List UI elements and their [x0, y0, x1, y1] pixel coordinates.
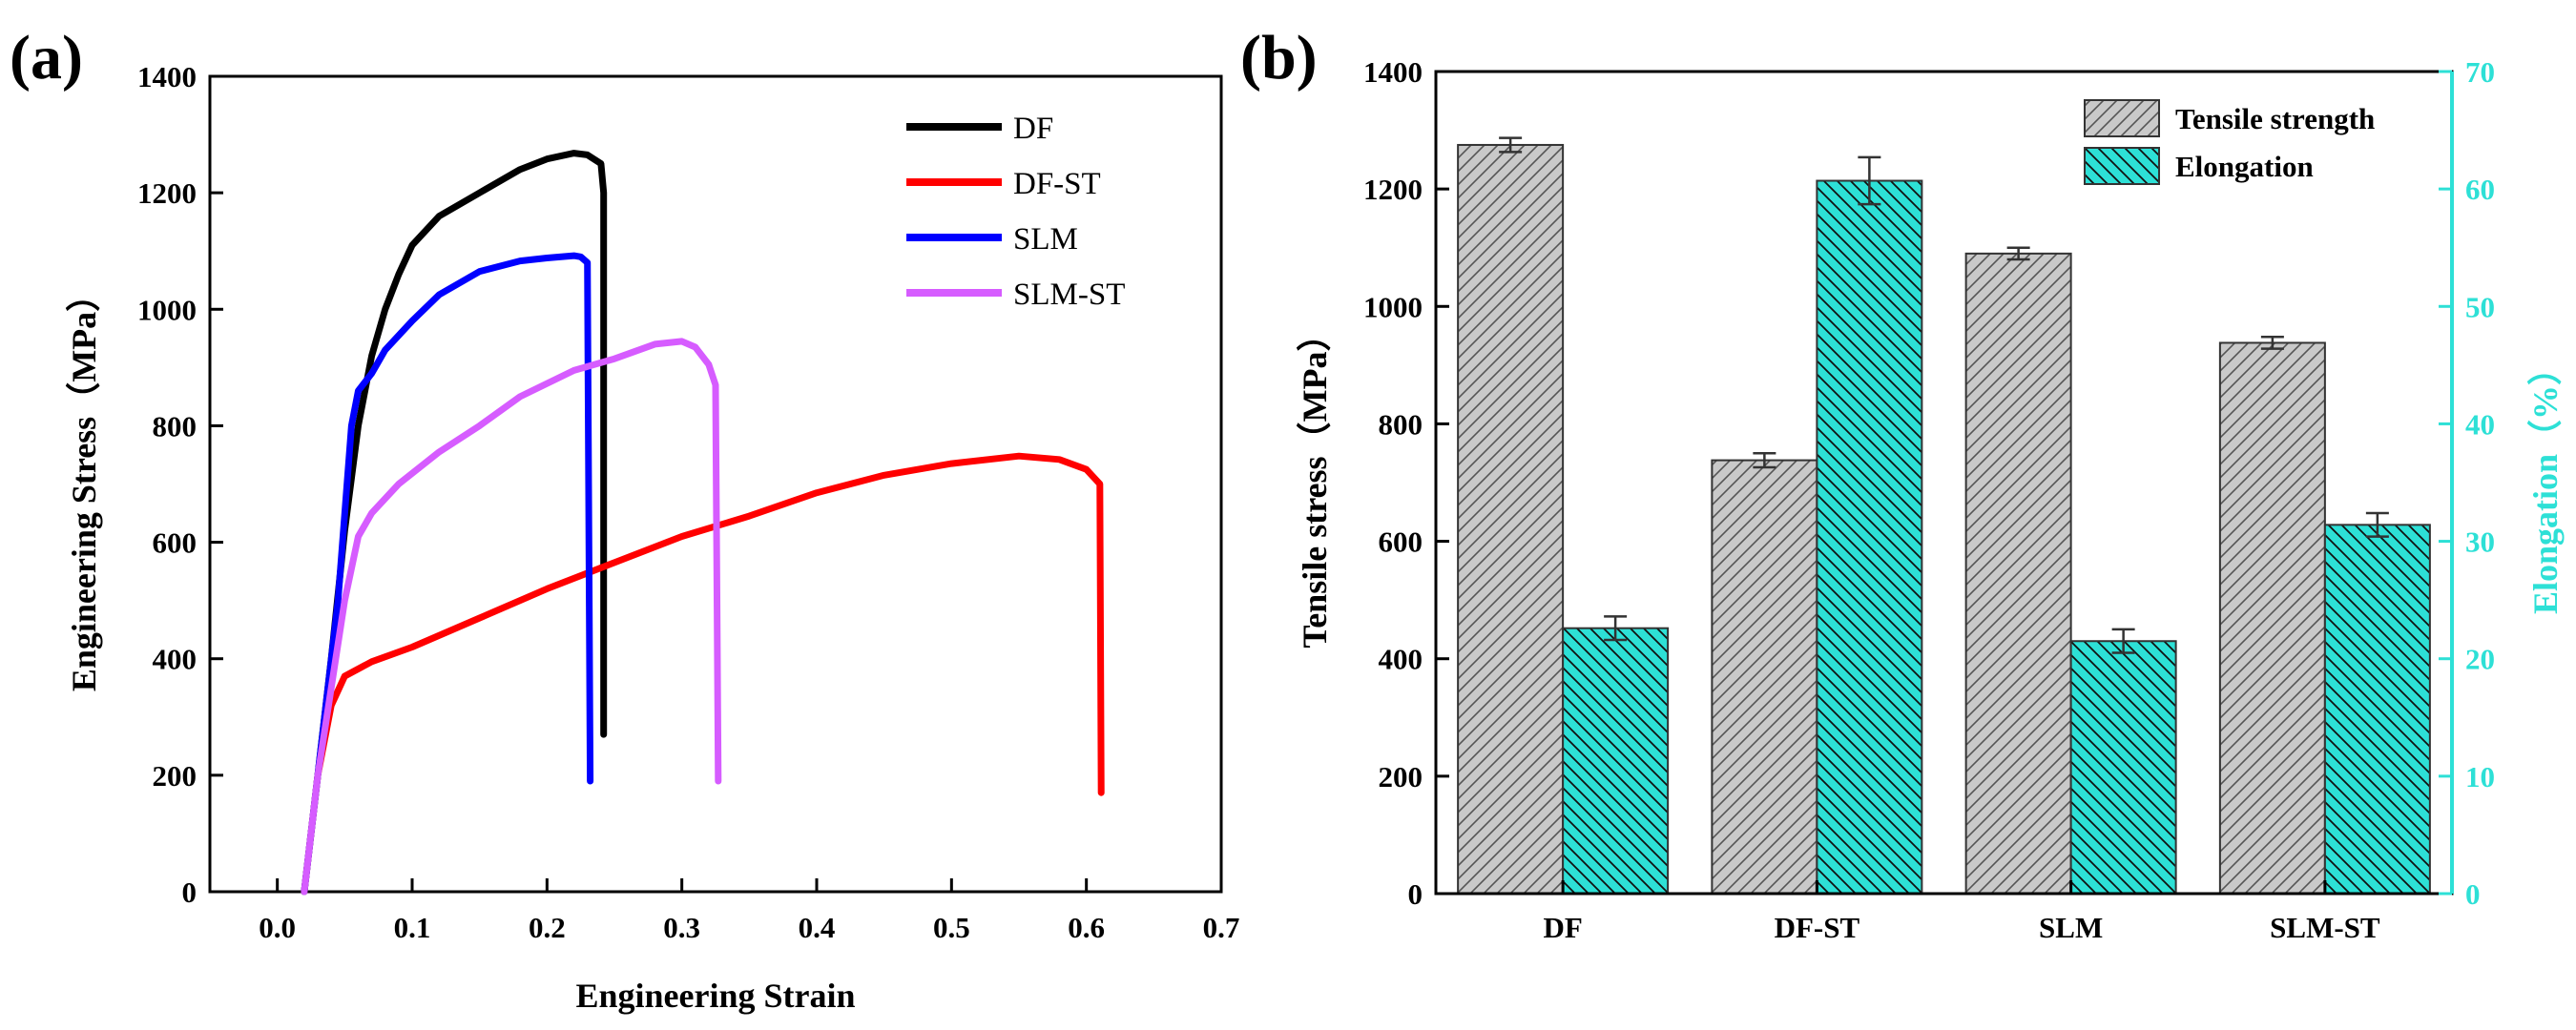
x-tick-label-slm-st: SLM-ST	[2270, 911, 2380, 944]
x-tick-label: 0.6	[1068, 911, 1105, 944]
legend-swatch-elongation	[2084, 147, 2160, 185]
right-y-tick-label: 0	[2465, 877, 2481, 911]
bar-elongation-slm	[2069, 640, 2177, 895]
panel-a-x-axis-label: Engineering Strain	[575, 977, 855, 1015]
left-y-tick-label: 1200	[1363, 173, 1423, 206]
bar-tensile-strength-slm-st	[2218, 341, 2326, 895]
x-tick-label-df-st: DF-ST	[1775, 911, 1860, 944]
legend-label-elongation: Elongation	[2175, 150, 2314, 183]
panel-b-label: (b)	[1240, 23, 1318, 93]
x-tick-label: 0.5	[933, 911, 970, 944]
panel-a-y-axis: 0 200 400 600 800 1000 1200 1400	[137, 60, 223, 909]
left-y-tick-label: 200	[1379, 760, 1423, 793]
bar-elongation-df	[1562, 627, 1670, 895]
x-tick-label-df: DF	[1543, 911, 1582, 944]
panel-b-right-axis-label: Elongation（%）	[2526, 351, 2565, 614]
right-y-tick-label: 60	[2465, 173, 2495, 206]
bar-elongation-slm-st	[2323, 524, 2431, 895]
left-y-tick-label: 800	[1379, 407, 1423, 441]
y-tick-label: 0	[182, 876, 197, 909]
x-tick-label: 0.3	[663, 911, 700, 944]
right-y-tick-label: 10	[2465, 760, 2495, 793]
y-tick-label: 1400	[137, 60, 197, 93]
y-tick-label: 400	[153, 643, 197, 676]
series-line-df	[301, 150, 608, 896]
legend-label-slm-st: SLM-ST	[1013, 278, 1125, 312]
x-tick-label: 0.2	[529, 911, 566, 944]
y-tick-label: 600	[153, 526, 197, 560]
right-y-tick-label: 30	[2465, 525, 2495, 559]
right-y-tick-label: 40	[2465, 407, 2495, 441]
left-y-tick-label: 0	[1408, 877, 1423, 911]
panel-b-left-y-axis: 0 200 400 600 800 1000 1200 1400	[1363, 55, 1449, 911]
x-tick-label: 0.4	[799, 911, 836, 944]
legend-label-df: DF	[1013, 112, 1053, 146]
y-tick-label: 800	[153, 409, 197, 443]
x-tick-label-slm: SLM	[2039, 911, 2103, 944]
panel-a-label: (a)	[10, 23, 83, 93]
legend-label-slm: SLM	[1013, 222, 1078, 257]
panel-a-x-axis: 0.0 0.1 0.2 0.3 0.4 0.5 0.6 0.7	[259, 878, 1239, 944]
series-line-slm	[301, 252, 594, 896]
left-y-tick-label: 400	[1379, 643, 1423, 676]
panel-a-legend: DF DF-ST SLM SLM-ST	[906, 112, 1125, 312]
bar-elongation-df-st	[1816, 179, 1923, 896]
panel-a-series-lines	[301, 150, 1105, 896]
panel-b-bars	[1457, 136, 2431, 896]
panel-b-x-axis: DF DF-ST SLM SLM-ST	[1543, 880, 2380, 944]
left-y-tick-label: 1400	[1363, 55, 1423, 89]
legend-label-tensile-strength: Tensile strength	[2175, 102, 2375, 135]
series-line-slm-st	[301, 338, 722, 896]
panel-a-y-axis-label: Engineering Stress（MPa）	[65, 278, 103, 691]
y-tick-label: 200	[153, 759, 197, 793]
panel-b-left-axis-label: Tensile stress（MPa）	[1296, 318, 1334, 649]
y-tick-label: 1200	[137, 176, 197, 210]
panel-a-plot-frame	[208, 74, 1223, 894]
right-y-tick-label: 70	[2465, 55, 2495, 89]
y-tick-label: 1000	[137, 293, 197, 326]
x-tick-label: 0.1	[394, 911, 431, 944]
panel-b-legend: Tensile strength Elongation	[2084, 99, 2375, 185]
bar-tensile-strength-df	[1457, 143, 1565, 895]
right-y-tick-label: 50	[2465, 290, 2495, 323]
x-tick-label: 0.7	[1203, 911, 1240, 944]
panel-b-bar-chart: (b) 0 200 400 600 800 1000 1200 1400 0 10 20 30 40 5…	[1240, 23, 2565, 944]
left-y-tick-label: 1000	[1363, 290, 1423, 323]
legend-label-df-st: DF-ST	[1013, 167, 1101, 201]
x-tick-label: 0.0	[259, 911, 296, 944]
legend-swatch-tensile-strength	[2084, 99, 2160, 137]
bar-tensile-strength-df-st	[1711, 459, 1818, 895]
left-y-tick-label: 600	[1379, 525, 1423, 559]
bar-tensile-strength-slm	[1964, 252, 2072, 896]
panel-b-right-y-axis: 0 10 20 30 40 50 60 70	[2439, 55, 2495, 911]
right-y-tick-label: 20	[2465, 643, 2495, 676]
series-line-df-st	[301, 452, 1105, 896]
